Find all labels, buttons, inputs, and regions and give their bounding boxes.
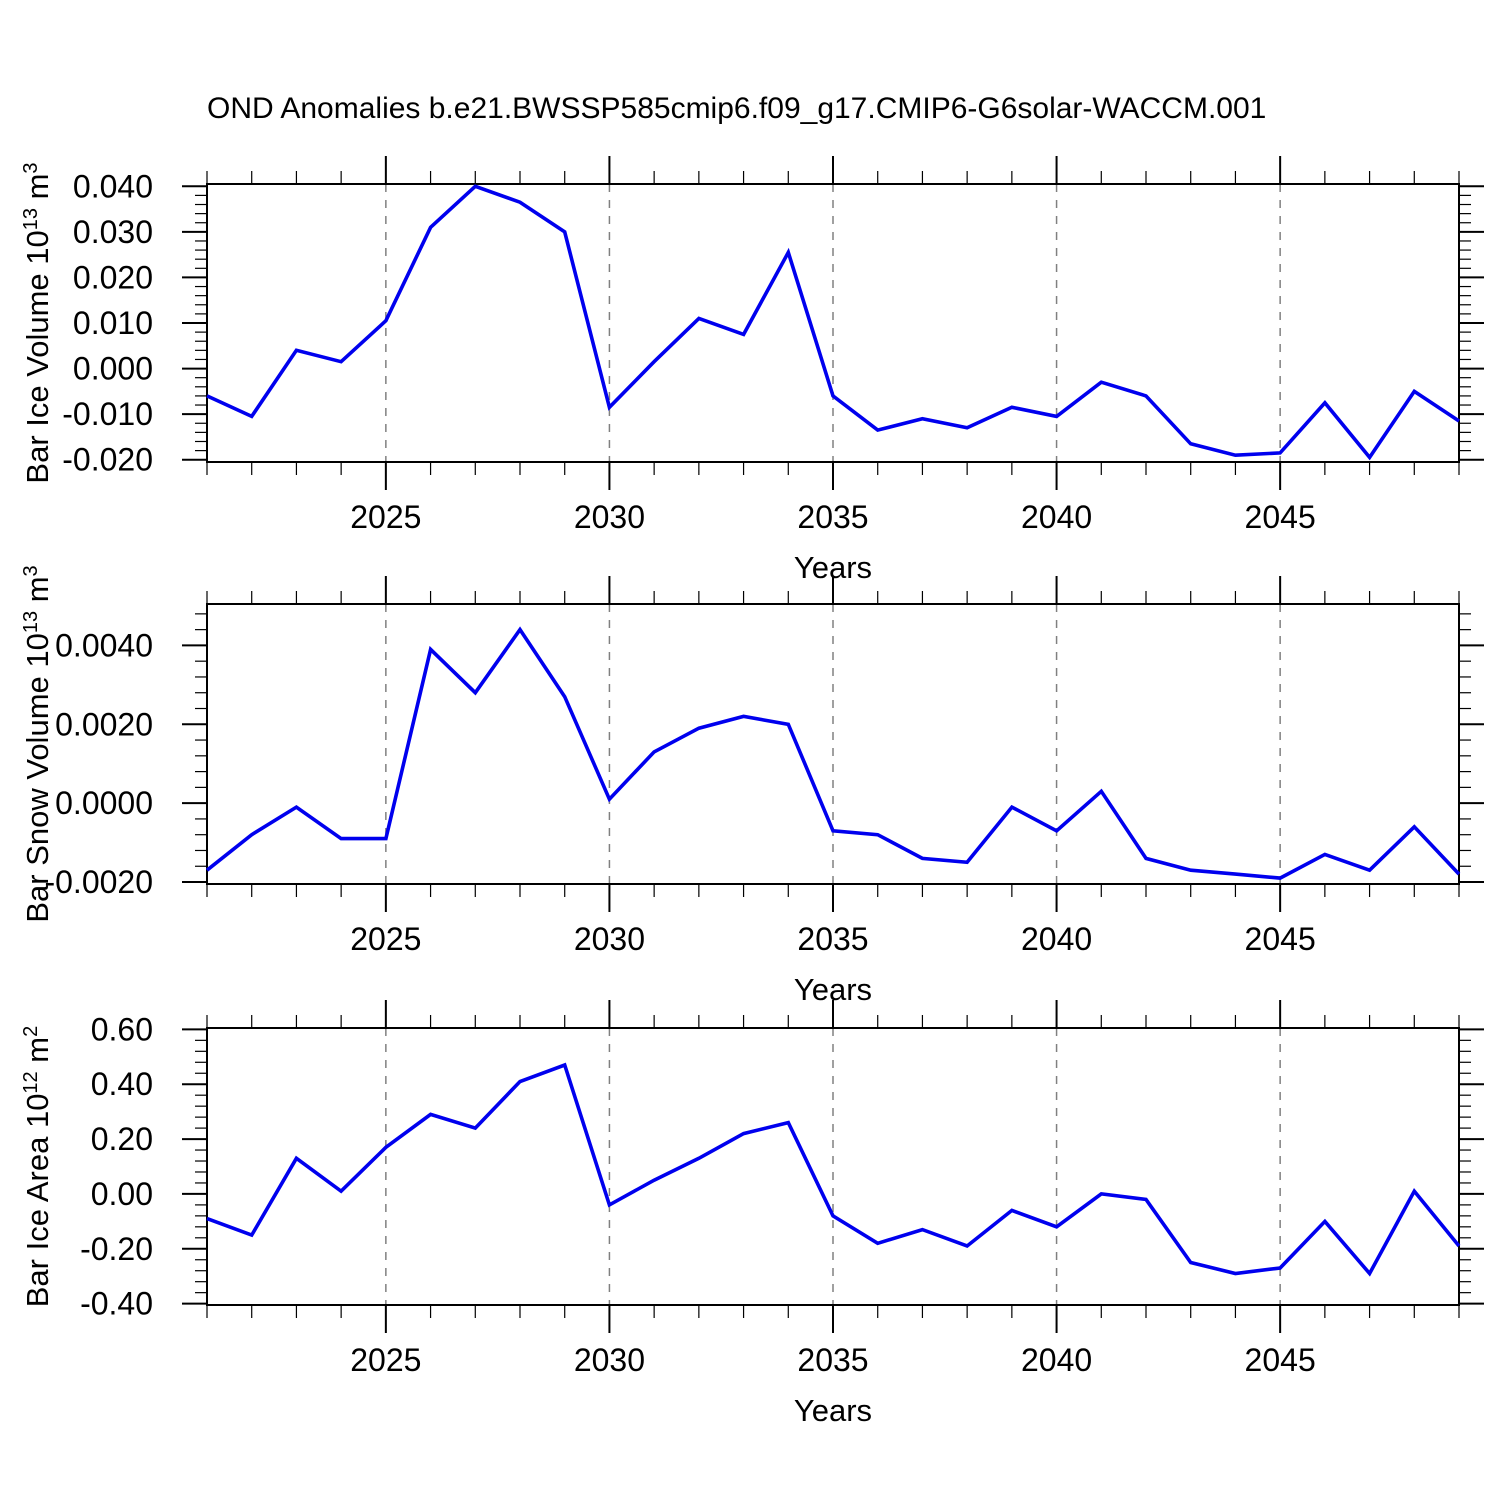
y-tick-label: 0.0040: [55, 627, 153, 663]
x-tick-label: 2040: [1021, 1342, 1092, 1378]
snow-volume-panel: 0.0040 0.0020 0.0000 -0.0020 2025 2030 2035 204…: [20, 565, 1484, 1007]
x-tick-label: 2030: [574, 921, 645, 957]
x-tick-label: 2025: [350, 921, 421, 957]
x-tick-label: 2045: [1245, 499, 1316, 535]
y-tick-label: -0.020: [62, 442, 153, 478]
plot-frame: [206, 1027, 1460, 1306]
ice-area-series-line: [206, 1062, 1461, 1277]
y-tick-label: -0.40: [80, 1286, 153, 1322]
x-tick-label: 2035: [797, 499, 868, 535]
x-tick-label: 2035: [797, 921, 868, 957]
x-tick-label: 2025: [350, 499, 421, 535]
y-tick-label: 0.010: [73, 305, 153, 341]
y-tick-label: 0.20: [91, 1121, 153, 1157]
snow-volume-series-line: [205, 626, 1461, 880]
y-tick-label: -0.20: [80, 1231, 153, 1267]
y-tick-label: 0.0020: [55, 706, 153, 742]
y-tick-label: 0.020: [73, 259, 153, 295]
x-axis-title: Years: [794, 1393, 872, 1428]
plot-frame: [206, 603, 1460, 885]
y-axis-title: Bar Ice Area 1012 m2: [20, 1026, 55, 1308]
x-tick-label: 2045: [1245, 1342, 1316, 1378]
y-tick-label: -0.0020: [44, 864, 153, 900]
x-tick-label: 2035: [797, 1342, 868, 1378]
x-tick-label: 2040: [1021, 921, 1092, 957]
ice-area-panel: 0.60 0.40 0.20 0.00 -0.20 -0.40 2025 2030 2035 20…: [20, 1000, 1484, 1428]
y-tick-label: 0.00: [91, 1176, 153, 1212]
y-tick-label: 0.40: [91, 1066, 153, 1102]
y-tick-label: 0.60: [91, 1011, 153, 1047]
x-tick-label: 2030: [574, 499, 645, 535]
y-axis-title: Bar Snow Volume 1013 m3: [20, 565, 55, 922]
y-tick-label: 0.000: [73, 351, 153, 387]
x-tick-label: 2030: [574, 1342, 645, 1378]
chart-title: OND Anomalies b.e21.BWSSP585cmip6.f09_g1…: [207, 92, 1267, 125]
y-axis-title: Bar Ice Volume 1013 m3: [20, 162, 55, 483]
ice-volume-panel: 0.040 0.030 0.020 0.010 0.000 -0.010 -0.020 202…: [20, 156, 1484, 585]
ice-volume-series-line: [206, 184, 1460, 461]
y-tick-label: 0.030: [73, 214, 153, 250]
y-tick-label: 0.0000: [55, 785, 153, 821]
x-tick-label: 2045: [1245, 921, 1316, 957]
x-tick-label: 2040: [1021, 499, 1092, 535]
y-tick-label: -0.010: [62, 396, 153, 432]
x-tick-label: 2025: [350, 1342, 421, 1378]
y-tick-label: 0.040: [73, 168, 153, 204]
plot-frame: [206, 183, 1460, 463]
